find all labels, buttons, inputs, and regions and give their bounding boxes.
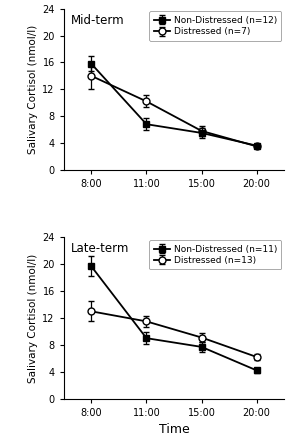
Y-axis label: Salivary Cortisol (nmol/l): Salivary Cortisol (nmol/l) [28, 25, 38, 154]
Legend: Non-Distressed (n=12), Distressed (n=7): Non-Distressed (n=12), Distressed (n=7) [149, 11, 282, 41]
X-axis label: Time: Time [159, 423, 189, 436]
Y-axis label: Salivary Cortisol (nmol/l): Salivary Cortisol (nmol/l) [28, 254, 38, 383]
Text: Late-term: Late-term [70, 242, 129, 255]
Legend: Non-Distressed (n=11), Distressed (n=13): Non-Distressed (n=11), Distressed (n=13) [149, 240, 282, 269]
Text: Mid-term: Mid-term [70, 14, 124, 27]
